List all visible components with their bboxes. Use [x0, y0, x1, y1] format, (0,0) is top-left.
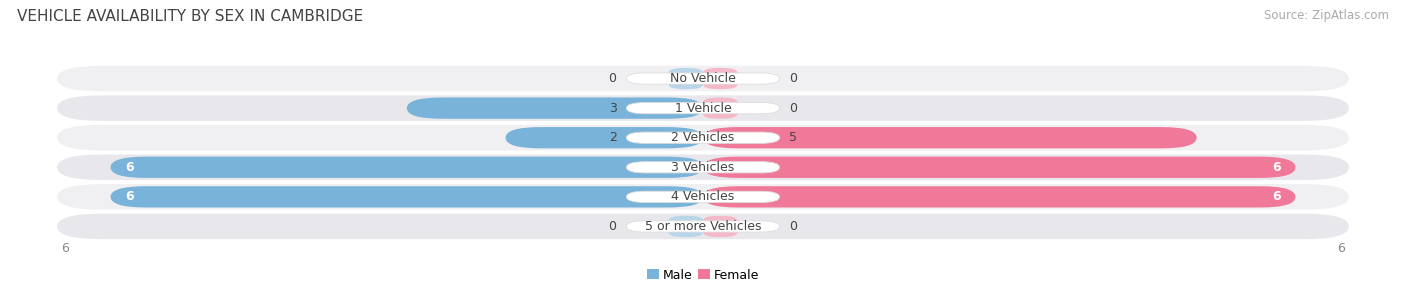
Text: 0: 0 — [789, 220, 797, 233]
Text: 6: 6 — [125, 190, 134, 203]
Text: 4 Vehicles: 4 Vehicles — [672, 190, 734, 203]
Text: 6: 6 — [125, 161, 134, 174]
FancyBboxPatch shape — [668, 68, 703, 89]
FancyBboxPatch shape — [703, 186, 1295, 207]
Text: 6: 6 — [1272, 190, 1281, 203]
FancyBboxPatch shape — [627, 191, 779, 203]
Text: Source: ZipAtlas.com: Source: ZipAtlas.com — [1264, 9, 1389, 22]
FancyBboxPatch shape — [668, 216, 703, 237]
FancyBboxPatch shape — [56, 154, 1350, 181]
FancyBboxPatch shape — [111, 186, 703, 207]
Text: 0: 0 — [609, 220, 617, 233]
FancyBboxPatch shape — [703, 68, 738, 89]
FancyBboxPatch shape — [56, 213, 1350, 240]
FancyBboxPatch shape — [56, 124, 1350, 151]
Text: 6: 6 — [1337, 242, 1344, 255]
Text: 5 or more Vehicles: 5 or more Vehicles — [645, 220, 761, 233]
Text: 3 Vehicles: 3 Vehicles — [672, 161, 734, 174]
Text: 3: 3 — [609, 102, 617, 115]
Text: VEHICLE AVAILABILITY BY SEX IN CAMBRIDGE: VEHICLE AVAILABILITY BY SEX IN CAMBRIDGE — [17, 9, 363, 24]
Text: 6: 6 — [62, 242, 69, 255]
FancyBboxPatch shape — [627, 221, 779, 232]
Text: 2: 2 — [609, 131, 617, 144]
FancyBboxPatch shape — [506, 127, 703, 148]
Text: 0: 0 — [789, 72, 797, 85]
FancyBboxPatch shape — [703, 98, 738, 119]
FancyBboxPatch shape — [703, 157, 1295, 178]
FancyBboxPatch shape — [627, 162, 779, 173]
FancyBboxPatch shape — [703, 127, 1197, 148]
Text: 5: 5 — [789, 131, 797, 144]
FancyBboxPatch shape — [406, 98, 703, 119]
Text: 6: 6 — [1272, 161, 1281, 174]
FancyBboxPatch shape — [56, 95, 1350, 122]
Text: 1 Vehicle: 1 Vehicle — [675, 102, 731, 115]
FancyBboxPatch shape — [627, 73, 779, 84]
Text: 2 Vehicles: 2 Vehicles — [672, 131, 734, 144]
FancyBboxPatch shape — [56, 183, 1350, 210]
FancyBboxPatch shape — [56, 65, 1350, 92]
Text: 0: 0 — [789, 102, 797, 115]
FancyBboxPatch shape — [627, 102, 779, 114]
FancyBboxPatch shape — [111, 157, 703, 178]
FancyBboxPatch shape — [703, 216, 738, 237]
Text: 0: 0 — [609, 72, 617, 85]
Text: No Vehicle: No Vehicle — [671, 72, 735, 85]
Legend: Male, Female: Male, Female — [641, 264, 765, 287]
FancyBboxPatch shape — [627, 132, 779, 143]
